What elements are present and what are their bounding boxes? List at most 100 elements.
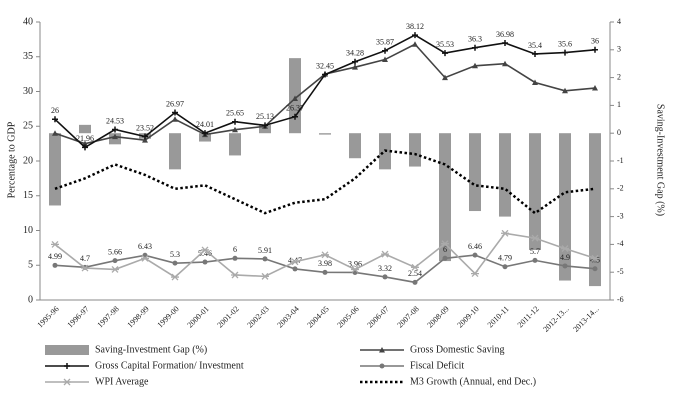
data-label: 26.37 xyxy=(286,104,304,113)
y-tick-label: 20 xyxy=(23,155,33,166)
bar xyxy=(229,133,241,156)
data-label: 4.9 xyxy=(560,253,570,262)
x-tick-label: 2007-08 xyxy=(395,304,420,329)
x-tick-label: 2001-02 xyxy=(215,304,240,329)
bar xyxy=(589,133,601,287)
marker xyxy=(232,118,238,125)
data-label: 34.28 xyxy=(346,49,364,58)
marker xyxy=(442,74,448,81)
marker xyxy=(171,273,179,281)
marker xyxy=(531,234,539,242)
marker xyxy=(592,266,598,272)
y2-tick-label: -5 xyxy=(617,267,624,276)
x-tick-label: 1999-00 xyxy=(155,304,180,329)
marker xyxy=(201,246,209,254)
marker xyxy=(292,95,298,101)
data-label: 4.47 xyxy=(288,256,302,265)
data-label: 6 xyxy=(233,245,237,254)
marker xyxy=(562,87,568,94)
x-tick-label: 2000-01 xyxy=(185,304,210,329)
marker xyxy=(321,251,329,259)
marker xyxy=(412,32,418,39)
x-tick-label: 1995-96 xyxy=(35,304,60,329)
bar xyxy=(169,133,181,170)
bar xyxy=(319,133,331,135)
data-label: 35.87 xyxy=(376,38,394,47)
data-label: 35.53 xyxy=(436,40,454,49)
y2-tick-label: 1 xyxy=(617,100,621,109)
marker xyxy=(532,50,538,57)
x-tick-label: 2002-03 xyxy=(245,304,270,329)
x-tick-label: 2003-04 xyxy=(275,304,300,329)
marker xyxy=(502,264,508,270)
marker xyxy=(51,240,59,248)
marker xyxy=(142,133,148,140)
data-label: 4.7 xyxy=(80,254,90,263)
x-tick-label: 2011-12 xyxy=(516,304,541,329)
x-tick-label: 2006-07 xyxy=(365,304,390,329)
x-tick-label: 2012-13... xyxy=(541,304,570,333)
marker xyxy=(441,240,449,248)
marker xyxy=(52,130,58,136)
marker xyxy=(411,263,419,271)
marker xyxy=(412,41,418,47)
marker xyxy=(142,137,148,143)
data-label: 5.3 xyxy=(170,250,180,259)
data-label: 3.98 xyxy=(318,259,332,268)
data-label: 5.7 xyxy=(530,247,540,256)
marker xyxy=(111,265,119,273)
marker xyxy=(592,85,598,91)
y-tick-label: 30 xyxy=(23,86,33,97)
marker xyxy=(532,257,538,263)
marker xyxy=(472,252,478,258)
series-line xyxy=(54,149,596,215)
marker xyxy=(112,126,118,133)
x-tick-label: 1996-97 xyxy=(65,304,90,329)
marker xyxy=(382,56,388,63)
y2-tick-label: 2 xyxy=(617,72,621,81)
marker xyxy=(172,116,178,122)
bar xyxy=(49,133,61,206)
data-label: 2.54 xyxy=(408,269,422,278)
data-label: 35.6 xyxy=(558,39,572,48)
marker xyxy=(172,109,178,116)
marker xyxy=(592,46,598,53)
bar xyxy=(559,133,571,281)
data-label: 3.96 xyxy=(348,259,362,268)
marker xyxy=(472,44,478,51)
marker xyxy=(562,263,568,269)
bar xyxy=(409,133,421,167)
legend-label: Fiscal Deficit xyxy=(410,360,464,371)
bar xyxy=(439,133,451,262)
marker xyxy=(322,71,328,78)
y2-tick-label: -1 xyxy=(617,156,624,165)
data-label: 4.79 xyxy=(498,254,512,263)
y-axis-label: Percentage to GDP xyxy=(6,121,17,198)
x-tick-label: 1997-98 xyxy=(95,304,120,329)
legend-label: Gross Domestic Saving xyxy=(410,344,504,355)
x-tick-label: 1998-99 xyxy=(125,304,150,329)
marker xyxy=(292,266,298,272)
y-tick-label: 25 xyxy=(23,121,33,132)
legend-label: WPI Average xyxy=(95,376,149,387)
marker xyxy=(231,271,239,279)
marker xyxy=(472,62,478,69)
marker xyxy=(141,254,149,262)
marker xyxy=(261,272,269,280)
data-label: 4.5 xyxy=(590,256,600,265)
legend-label: Saving-Investment Gap (%) xyxy=(95,344,207,355)
x-tick-label: 2005-06 xyxy=(335,304,360,329)
marker xyxy=(502,60,508,67)
data-label: 35.4 xyxy=(528,41,542,50)
bar xyxy=(259,124,271,134)
y2-tick-label: -6 xyxy=(617,295,624,304)
marker xyxy=(382,47,388,54)
data-label: 25.13 xyxy=(256,112,274,121)
x-tick-label: 2010-11 xyxy=(486,304,511,329)
y2-tick-label: 0 xyxy=(617,128,621,137)
marker xyxy=(82,144,88,151)
marker xyxy=(52,262,58,268)
data-label: 24.53 xyxy=(106,116,124,125)
marker xyxy=(562,49,568,56)
